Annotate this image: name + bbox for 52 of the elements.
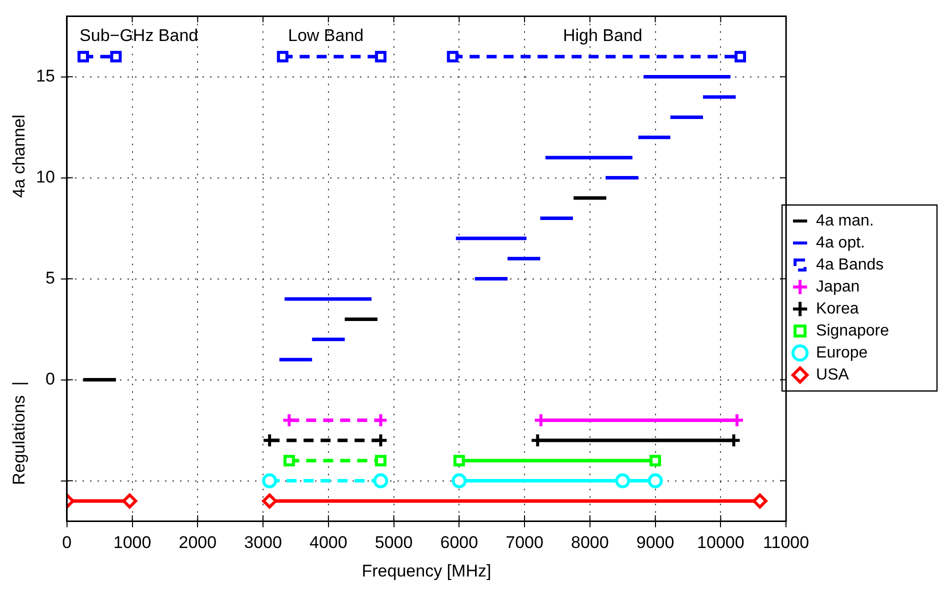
legend-label: 4a man.: [816, 212, 874, 230]
y-tick-label: 5: [45, 268, 55, 288]
legend-label: USA: [816, 366, 850, 384]
y-tick-label: 0: [45, 369, 55, 388]
x-tick-label: 4000: [310, 533, 348, 552]
point: [650, 454, 662, 466]
point: [752, 494, 768, 508]
point: [453, 454, 465, 466]
point: [734, 50, 746, 62]
point: [262, 494, 278, 508]
x-tick-label: 5000: [374, 533, 413, 552]
annotation: Sub−GHz Band: [80, 26, 198, 45]
point: [122, 494, 138, 508]
x-tick-label: 2000: [178, 533, 217, 552]
x-axis-title: Frequency [MHz]: [362, 561, 492, 580]
point: [373, 473, 388, 488]
legend-label: 4a Bands: [816, 256, 884, 274]
annotation: Low Band: [288, 26, 364, 45]
point: [283, 454, 295, 466]
x-tick-label: 10000: [697, 533, 744, 552]
point: [262, 432, 278, 448]
point: [110, 50, 122, 62]
x-tick-label: 11000: [763, 533, 810, 552]
legend-label: Japan: [816, 278, 860, 296]
point: [726, 432, 742, 448]
x-tick-label: 8000: [571, 533, 609, 552]
legend-label: Signapore: [816, 322, 890, 340]
y-tick-label: 15: [36, 66, 55, 86]
x-tick-label: 9000: [636, 533, 674, 552]
point: [615, 473, 630, 488]
point: [373, 432, 388, 448]
point: [446, 50, 458, 62]
text: Regulations |: [10, 381, 29, 486]
point: [530, 432, 546, 448]
x-tick-label: 7000: [506, 533, 544, 552]
point: [648, 473, 663, 488]
point: [78, 50, 89, 62]
legend-label: Korea: [816, 300, 859, 318]
legend-label: 4a opt.: [816, 234, 865, 252]
legend-label: Europe: [816, 344, 868, 362]
annotation: High Band: [562, 26, 642, 45]
point: [452, 473, 467, 488]
point: [276, 50, 288, 62]
point: [374, 50, 386, 62]
point: [374, 454, 386, 466]
x-tick-label: 0: [62, 533, 72, 552]
x-tick-label: 6000: [440, 533, 478, 552]
point: [262, 473, 278, 488]
x-tick-label: 1000: [113, 533, 152, 552]
y-axis-title: 4a channel: [10, 114, 29, 198]
x-tick-label: 3000: [244, 533, 282, 552]
y-tick-label: 10: [36, 167, 55, 186]
